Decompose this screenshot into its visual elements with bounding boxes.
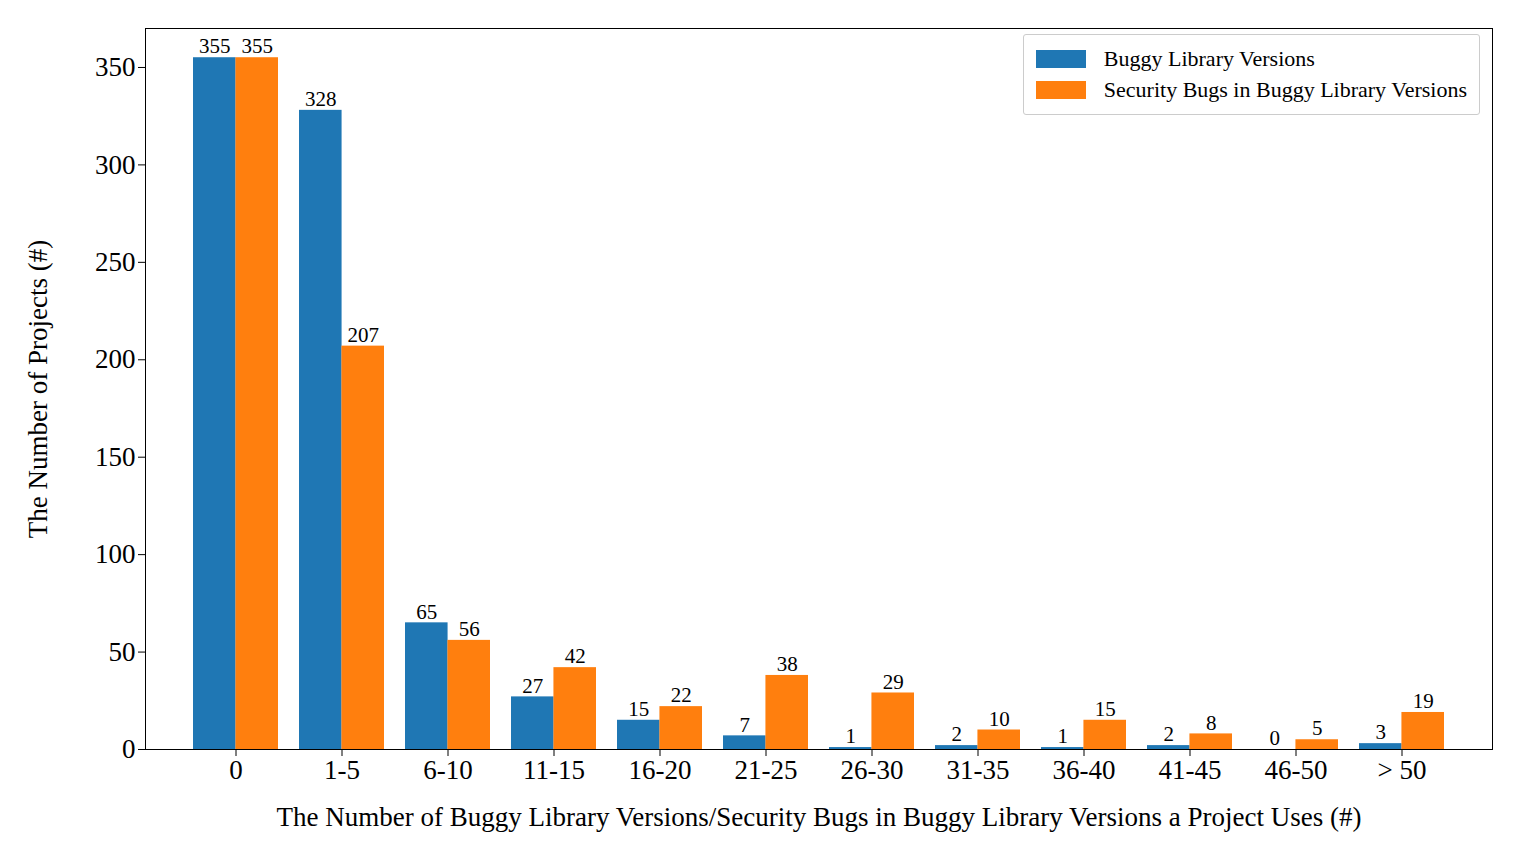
svg-text:328: 328 — [305, 87, 337, 111]
svg-text:200: 200 — [95, 344, 136, 374]
svg-text:0: 0 — [1270, 726, 1281, 750]
svg-text:65: 65 — [416, 600, 437, 624]
html-text:Buggy Library Versions: Buggy Library Versions — [1103, 46, 1315, 71]
svg-text:3: 3 — [1376, 720, 1387, 744]
svg-text:1: 1 — [1058, 724, 1069, 748]
svg-text:150: 150 — [95, 442, 136, 472]
svg-text:15: 15 — [628, 697, 649, 721]
svg-text:50: 50 — [109, 637, 136, 667]
svg-text:41-45: 41-45 — [1159, 755, 1222, 785]
svg-text:10: 10 — [989, 707, 1010, 731]
svg-text:2: 2 — [1164, 722, 1175, 746]
svg-text:100: 100 — [95, 539, 136, 569]
svg-text:26-30: 26-30 — [841, 755, 904, 785]
svg-text:31-35: 31-35 — [947, 755, 1010, 785]
svg-text:2: 2 — [952, 722, 963, 746]
svg-text:46-50: 46-50 — [1265, 755, 1328, 785]
svg-text:5: 5 — [1312, 716, 1323, 740]
svg-text:16-20: 16-20 — [629, 755, 692, 785]
svg-text:21-25: 21-25 — [735, 755, 798, 785]
svg-text:1-5: 1-5 — [324, 755, 360, 785]
svg-text:355: 355 — [241, 34, 272, 58]
svg-text:15: 15 — [1095, 697, 1116, 721]
svg-text:56: 56 — [459, 617, 480, 641]
svg-text:36-40: 36-40 — [1053, 755, 1116, 785]
svg-text:0: 0 — [122, 734, 136, 764]
svg-text:7: 7 — [740, 713, 751, 737]
svg-text:355: 355 — [199, 34, 231, 58]
svg-text:27: 27 — [522, 674, 543, 698]
svg-text:38: 38 — [777, 652, 798, 676]
svg-text:29: 29 — [883, 670, 904, 694]
html-text:Security Bugs in Buggy Library: Security Bugs in Buggy Library Versions — [1103, 77, 1467, 102]
svg-text:19: 19 — [1413, 689, 1434, 713]
svg-text:207: 207 — [347, 323, 379, 347]
svg-text:11-15: 11-15 — [523, 755, 585, 785]
svg-text:350: 350 — [95, 52, 136, 82]
svg-text:> 50: > 50 — [1378, 755, 1427, 785]
svg-text:22: 22 — [671, 683, 692, 707]
svg-text:250: 250 — [95, 247, 136, 277]
svg-text:The Number of Buggy Library Ve: The Number of Buggy Library Versions/Sec… — [277, 802, 1362, 832]
svg-text:42: 42 — [565, 644, 586, 668]
svg-text:8: 8 — [1206, 711, 1217, 735]
svg-text:0: 0 — [229, 755, 243, 785]
svg-text:The Number of Projects (#): The Number of Projects (#) — [23, 240, 53, 538]
svg-text:1: 1 — [846, 724, 857, 748]
svg-text:6-10: 6-10 — [423, 755, 473, 785]
svg-text:300: 300 — [95, 150, 136, 180]
